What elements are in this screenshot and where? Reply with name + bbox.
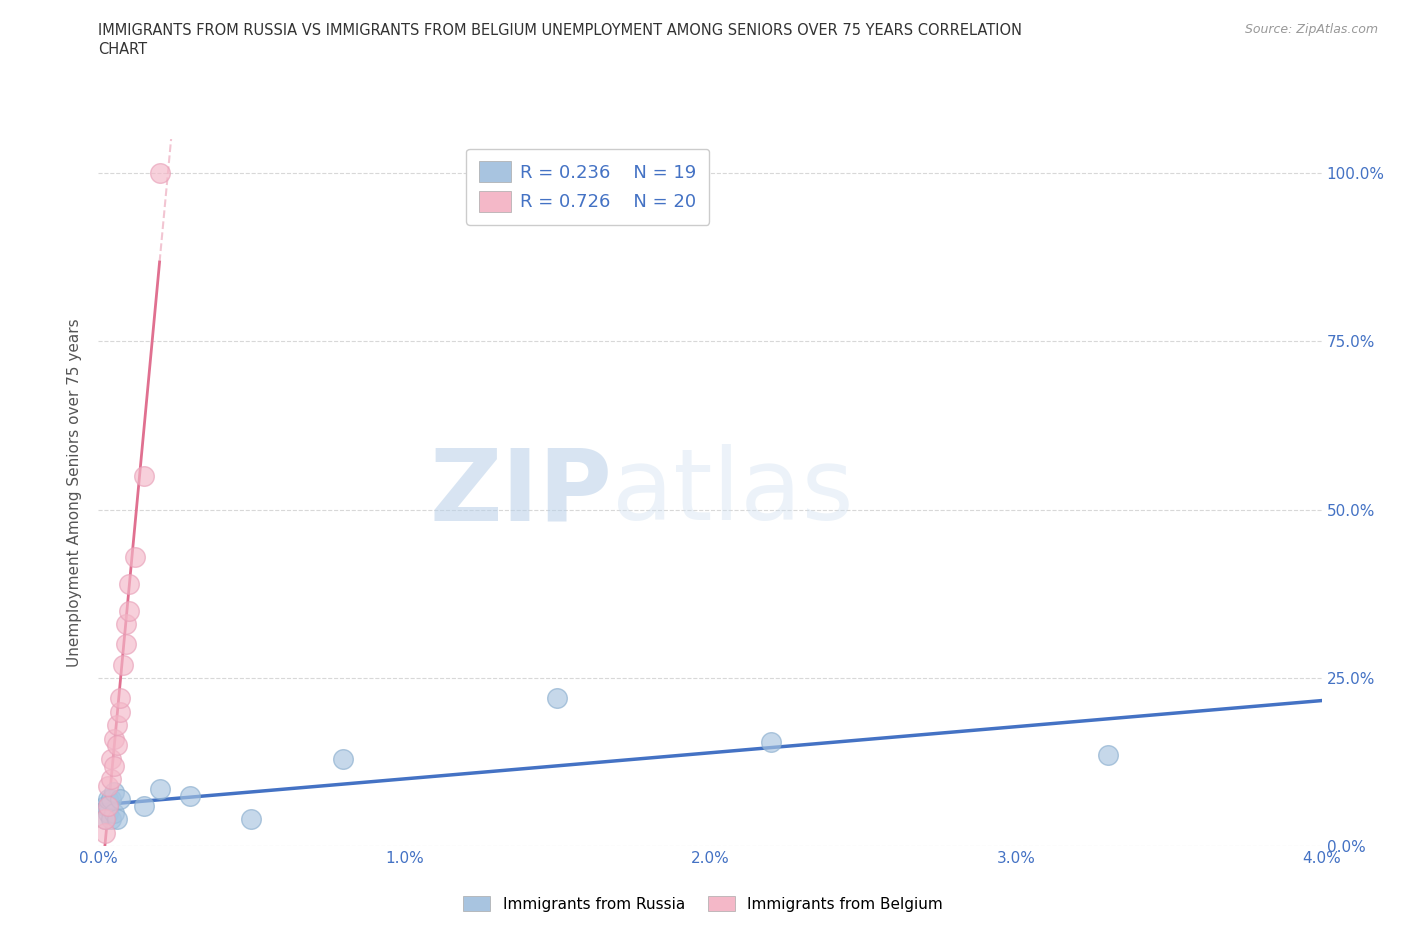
Point: [108, 691, 131, 706]
Point: [332, 751, 354, 766]
Point: [97, 799, 120, 814]
Point: [103, 805, 125, 820]
Text: ZIP: ZIP: [429, 445, 612, 541]
Point: [124, 550, 146, 565]
Point: [93, 812, 115, 827]
Point: [97, 791, 120, 806]
Point: [100, 812, 122, 827]
Point: [100, 791, 122, 806]
Point: [115, 617, 138, 631]
Point: [97, 778, 120, 793]
Point: [105, 737, 128, 752]
Point: [93, 799, 115, 814]
Point: [1097, 748, 1119, 763]
Point: [134, 799, 156, 814]
Point: [149, 166, 172, 180]
Text: atlas: atlas: [612, 445, 853, 541]
Point: [759, 735, 782, 750]
Point: [105, 718, 128, 733]
Point: [93, 826, 115, 841]
Point: [100, 772, 122, 787]
Point: [103, 731, 125, 746]
Point: [103, 785, 125, 800]
Text: CHART: CHART: [98, 42, 148, 57]
Legend: R = 0.236    N = 19, R = 0.726    N = 20: R = 0.236 N = 19, R = 0.726 N = 20: [467, 149, 709, 224]
Point: [97, 805, 120, 820]
Legend: Immigrants from Russia, Immigrants from Belgium: Immigrants from Russia, Immigrants from …: [457, 889, 949, 918]
Text: IMMIGRANTS FROM RUSSIA VS IMMIGRANTS FROM BELGIUM UNEMPLOYMENT AMONG SENIORS OVE: IMMIGRANTS FROM RUSSIA VS IMMIGRANTS FRO…: [98, 23, 1022, 38]
Point: [134, 469, 156, 484]
Point: [97, 799, 120, 814]
Point: [118, 577, 141, 591]
Point: [149, 781, 172, 796]
Point: [105, 812, 128, 827]
Point: [108, 791, 131, 806]
Text: Source: ZipAtlas.com: Source: ZipAtlas.com: [1244, 23, 1378, 36]
Point: [118, 604, 141, 618]
Point: [93, 812, 115, 827]
Point: [179, 789, 201, 804]
Point: [103, 758, 125, 773]
Point: [115, 637, 138, 652]
Point: [240, 812, 263, 827]
Point: [546, 691, 568, 706]
Point: [108, 704, 131, 719]
Point: [100, 751, 122, 766]
Y-axis label: Unemployment Among Seniors over 75 years: Unemployment Among Seniors over 75 years: [67, 319, 83, 667]
Point: [111, 658, 134, 672]
